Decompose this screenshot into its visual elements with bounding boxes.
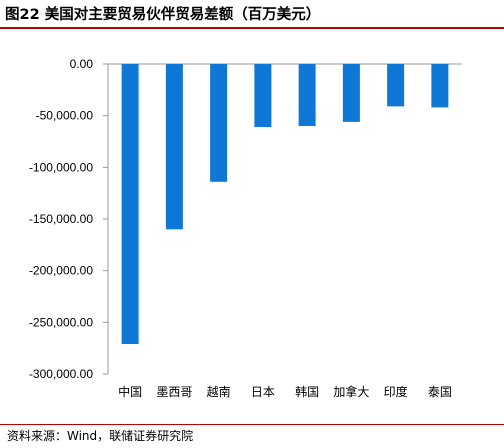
y-tick-label: -100,000.00 [29, 160, 93, 174]
x-category-label: 韩国 [295, 384, 319, 399]
y-tick-label: 0.00 [70, 57, 94, 71]
bar [387, 64, 405, 107]
axes [103, 63, 462, 375]
source-rule [0, 424, 504, 425]
bar [342, 64, 360, 122]
bars [121, 64, 449, 345]
y-tick-label: -200,000.00 [29, 264, 93, 278]
x-category-label: 泰国 [428, 385, 452, 399]
x-category-label: 日本 [251, 385, 275, 399]
bar [431, 64, 449, 108]
x-category-label: 中国 [118, 384, 142, 399]
x-category-labels: 中国 墨西哥 越南 日本 韩国 加拿大 印度 泰国 [118, 384, 452, 399]
chart-title: 图22 美国对主要贸易伙伴贸易差额（百万美元） [5, 7, 321, 23]
y-tick-labels: 0.00 -50,000.00 -100,000.00 -150,000.00 -200… [29, 57, 93, 381]
bar-chart: 0.00 -50,000.00 -100,000.00 -150,000.00 -200… [29, 57, 462, 399]
source-note: 资料来源：Wind，联储证券研究院 [7, 429, 194, 443]
title-rule [0, 27, 504, 29]
y-tick-label: -300,000.00 [29, 367, 93, 381]
x-category-label: 越南 [207, 384, 231, 399]
x-category-label: 墨西哥 [156, 385, 192, 399]
bar [165, 64, 183, 230]
bar [254, 64, 272, 128]
bar [121, 64, 139, 345]
x-category-label: 印度 [384, 384, 408, 399]
y-tick-label: -50,000.00 [36, 109, 94, 123]
y-tick-label: -250,000.00 [29, 315, 93, 329]
bar [298, 64, 316, 126]
y-tick-label: -150,000.00 [29, 212, 93, 226]
x-category-label: 加拿大 [333, 384, 369, 399]
bar [210, 64, 228, 182]
